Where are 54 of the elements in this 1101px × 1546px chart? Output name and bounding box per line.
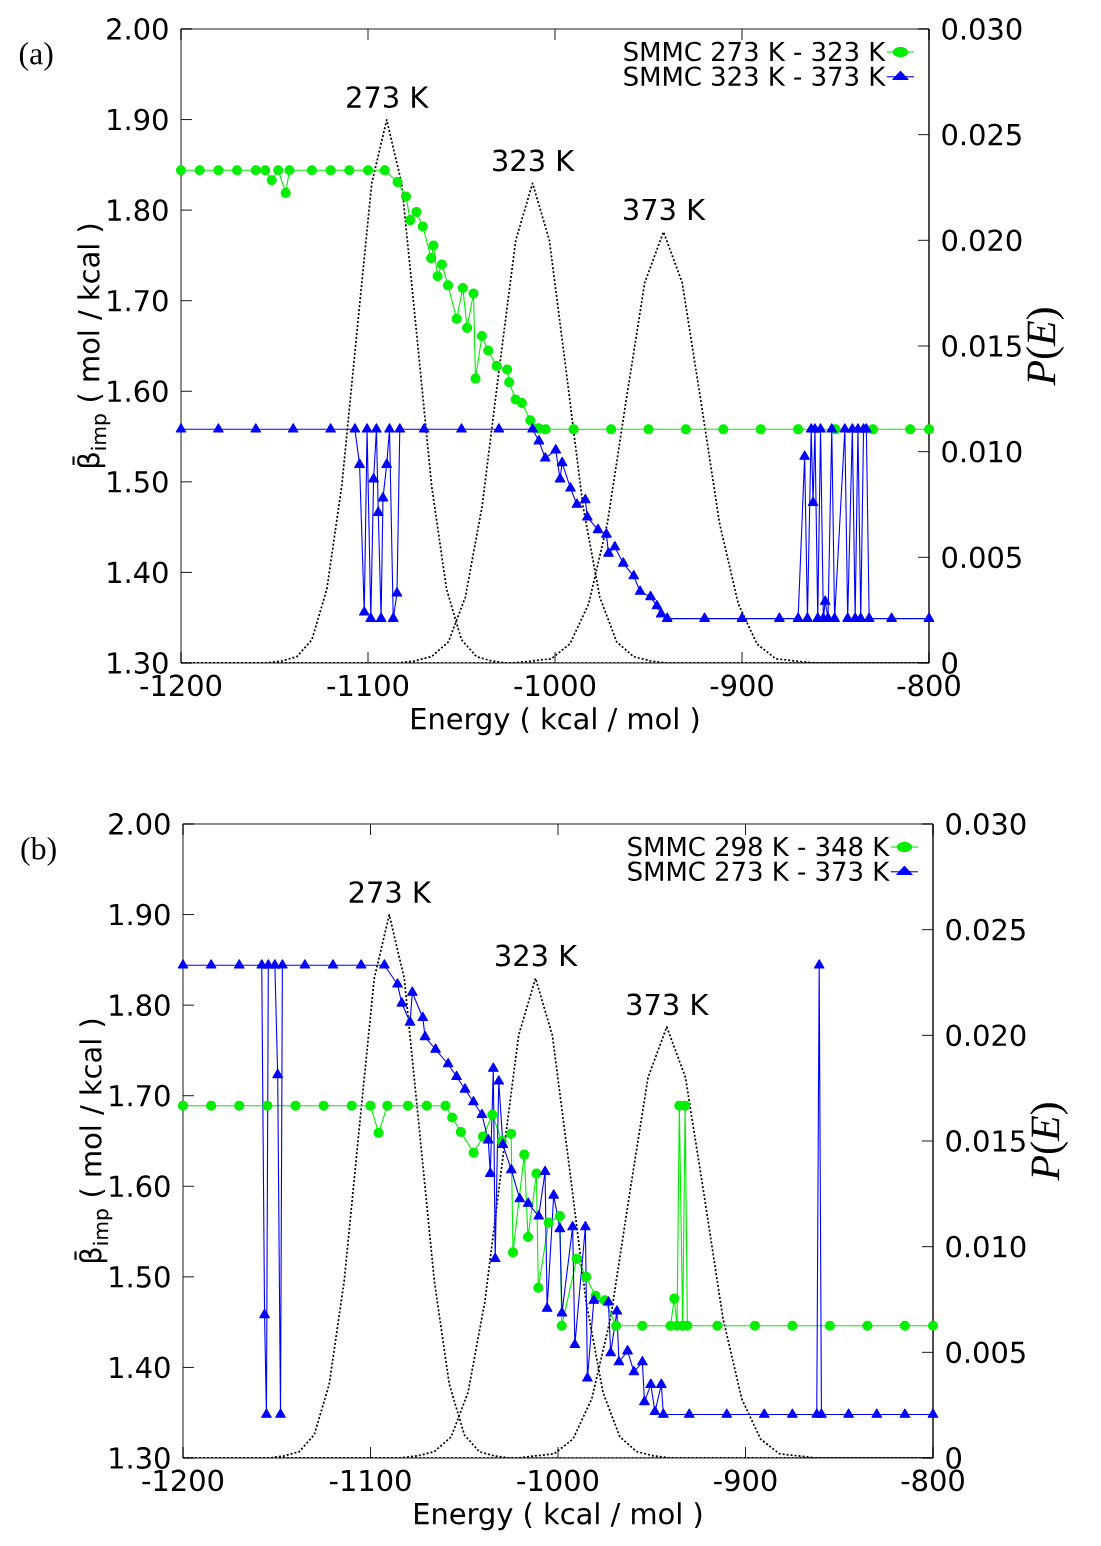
- y-tick-label: 2.00: [109, 813, 170, 835]
- x-tick-label: -1200: [142, 1469, 224, 1492]
- x-tick-label: -1200: [140, 674, 222, 697]
- annotation: 273 K: [349, 881, 432, 904]
- y2-tick-label: 0.005: [942, 546, 1021, 569]
- y-tick-label: 1.30: [110, 1447, 170, 1469]
- y2-tick-label: 0.030: [946, 813, 1026, 835]
- x-axis-title: Energy ( kcal / mol ): [415, 1502, 702, 1531]
- annotation: 373 K: [624, 198, 706, 221]
- x-axis-title: Energy ( kcal / mol ): [412, 707, 699, 736]
- legend-label: SMMC 273 K - 323 K: [624, 41, 886, 62]
- x-tick-label: -1100: [329, 1469, 411, 1492]
- x-tick-label: -800: [901, 1469, 964, 1492]
- y-tick-label: 2.00: [107, 18, 168, 40]
- x-tick-label: -800: [897, 674, 960, 697]
- legend-label: SMMC 273 K - 373 K: [628, 861, 890, 881]
- y-tick-label: 1.70: [108, 289, 168, 312]
- y2-tick-label: 0.005: [946, 1341, 1025, 1364]
- y2-tick-label: 0.020: [946, 1024, 1026, 1047]
- annotation: 373 K: [627, 993, 709, 1016]
- y2-tick-label: 0.010: [946, 1235, 1026, 1258]
- y2-tick-label: 0.015: [946, 1130, 1025, 1152]
- chart-title: (b): [21, 837, 56, 866]
- x-tick-label: -1000: [514, 674, 596, 697]
- x-tick-label: -900: [710, 674, 773, 697]
- annotation: 323 K: [493, 149, 575, 172]
- annotation: 323 K: [496, 944, 578, 967]
- y-tick-label: 1.90: [108, 108, 168, 131]
- legend-label: SMMC 323 K - 373 K: [624, 66, 886, 86]
- x-tick-label: -900: [714, 1469, 777, 1492]
- x-tick-label: -1000: [517, 1469, 599, 1492]
- y2-tick-label: 0.010: [942, 440, 1022, 463]
- y2-tick-label: 0.015: [942, 335, 1021, 357]
- annotation: 273 K: [347, 86, 429, 109]
- y2-axis-title: P(E): [1026, 308, 1065, 386]
- legend-label: SMMC 298 K - 348 K: [628, 836, 890, 857]
- y2-axis-title: P(E): [1030, 1103, 1069, 1181]
- y-tick-label: 1.90: [110, 903, 170, 926]
- y-tick-label: 1.70: [110, 1084, 170, 1107]
- y2-tick-label: 0: [942, 652, 957, 674]
- x-tick-label: -1100: [327, 674, 409, 697]
- y2-tick-label: 0.025: [942, 123, 1021, 146]
- y-tick-label: 1.50: [110, 1265, 170, 1288]
- y-tick-label: 1.50: [108, 470, 168, 493]
- chart-title: (a): [19, 42, 53, 71]
- y-tick-label: 1.40: [108, 561, 168, 584]
- y-tick-label: 1.40: [110, 1356, 170, 1379]
- y2-tick-label: 0.030: [942, 18, 1022, 40]
- y-tick-label: 1.80: [110, 994, 170, 1017]
- y2-tick-label: 0: [946, 1447, 961, 1469]
- y2-tick-label: 0.020: [942, 229, 1022, 252]
- y-tick-label: 1.30: [108, 652, 168, 674]
- y2-tick-label: 0.025: [946, 918, 1025, 941]
- y-tick-label: 1.80: [108, 199, 168, 222]
